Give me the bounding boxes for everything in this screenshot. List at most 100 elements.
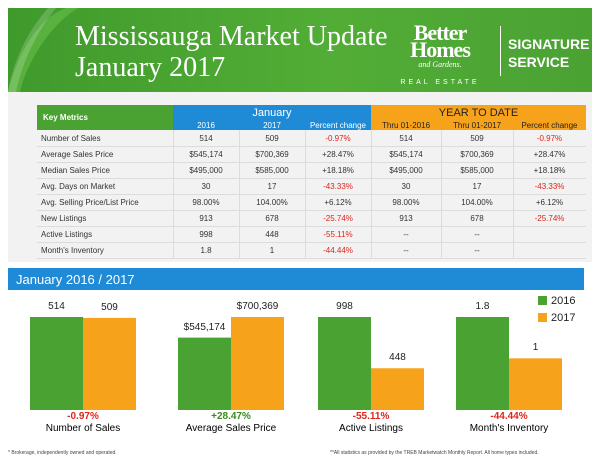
header-banner: Mississauga Market Update January 2017 B… bbox=[8, 8, 592, 92]
cell-metric: Median Sales Price bbox=[41, 165, 110, 175]
january-subheader: 2016 2017 Percent change bbox=[173, 120, 371, 130]
column-divider bbox=[239, 130, 240, 258]
group-percent-change: +28.47% bbox=[211, 411, 251, 422]
col-2016: 2016 bbox=[197, 120, 215, 130]
cell-metric: Avg. Selling Price/List Price bbox=[41, 197, 139, 207]
cell-pct: +18.18% bbox=[322, 165, 354, 175]
january-header: January bbox=[173, 105, 371, 120]
cell-v2017: 104.00% bbox=[256, 197, 288, 207]
cell-v2016: 30 bbox=[201, 181, 211, 191]
cell-ytdpct: +6.12% bbox=[535, 197, 564, 207]
bar-value-label: $700,369 bbox=[236, 301, 279, 312]
row-divider bbox=[37, 210, 586, 211]
cell-ytd2017: $700,369 bbox=[460, 149, 494, 159]
cell-ytdpct: +18.18% bbox=[533, 165, 566, 175]
group-category-label: Average Sales Price bbox=[185, 423, 277, 434]
cell-v2016: 1.8 bbox=[200, 245, 212, 255]
cell-ytdpct bbox=[513, 242, 586, 258]
key-metrics-header: Key Metrics bbox=[37, 105, 173, 130]
group-percent-change: -0.97% bbox=[67, 411, 99, 422]
cell-ytd2017: 509 bbox=[470, 133, 484, 143]
legend-item-2016: 2016 bbox=[538, 292, 575, 309]
cell-v2017: $700,369 bbox=[255, 149, 289, 159]
bar-2016-0 bbox=[30, 317, 83, 410]
cell-v2016: 913 bbox=[199, 213, 213, 223]
legend-item-2017: 2017 bbox=[538, 309, 575, 326]
chart-section-title: January 2016 / 2017 bbox=[8, 268, 584, 290]
row-divider bbox=[37, 242, 586, 243]
bar-value-label: 998 bbox=[336, 301, 353, 312]
cell-ytd2017: 17 bbox=[472, 181, 482, 191]
legend-swatch-2016 bbox=[538, 296, 547, 305]
cell-ytd2016: $495,000 bbox=[389, 165, 423, 175]
cell-ytdpct: -0.97% bbox=[536, 133, 563, 143]
cell-v2017: 448 bbox=[265, 229, 279, 239]
row-divider bbox=[37, 258, 586, 259]
column-divider bbox=[305, 130, 306, 258]
cell-v2016: 514 bbox=[199, 133, 213, 143]
cell-ytd2017: 678 bbox=[470, 213, 484, 223]
group-percent-change: -44.44% bbox=[490, 411, 528, 422]
row-divider bbox=[37, 178, 586, 179]
cell-pct: -55.11% bbox=[323, 229, 353, 239]
cell-ytd2016: 514 bbox=[399, 133, 413, 143]
cell-ytd2016: 913 bbox=[399, 213, 413, 223]
bar-value-label: 514 bbox=[48, 301, 65, 312]
cell-v2016: $545,174 bbox=[189, 149, 223, 159]
title-line-1: Mississauga Market Update bbox=[75, 21, 388, 52]
cell-ytd2017: $585,000 bbox=[460, 165, 494, 175]
cell-metric: Month's Inventory bbox=[41, 245, 104, 255]
cell-metric: Active Listings bbox=[41, 229, 93, 239]
bar-value-label: $545,174 bbox=[183, 321, 226, 333]
cell-metric: Number of Sales bbox=[41, 133, 101, 143]
bar-2017-0 bbox=[83, 317, 136, 410]
cell-pct: -43.33% bbox=[323, 181, 353, 191]
cell-ytd2016: 30 bbox=[401, 181, 411, 191]
cell-v2016: 998 bbox=[199, 229, 213, 239]
cell-ytdpct: -43.33% bbox=[534, 181, 565, 191]
cell-ytdpct bbox=[513, 226, 586, 242]
cell-ytdpct: -25.74% bbox=[534, 213, 565, 223]
cell-v2017: 509 bbox=[265, 133, 279, 143]
signature-service: SIGNATURE SERVICE bbox=[508, 35, 589, 71]
cell-metric: New Listings bbox=[41, 213, 87, 223]
brand-name: Better Homes bbox=[410, 20, 471, 62]
group-category-label: Number of Sales bbox=[45, 423, 121, 434]
brand-sub: and Gardens. bbox=[418, 60, 462, 69]
legend-swatch-2017 bbox=[538, 313, 547, 322]
footer-note-right: **All statistics as provided by the TREB… bbox=[330, 450, 539, 456]
cell-ytd2016: -- bbox=[403, 229, 409, 239]
cell-ytd2016: 98.00% bbox=[392, 197, 420, 207]
header-divider bbox=[500, 26, 501, 76]
legend-label-2016: 2016 bbox=[551, 294, 576, 307]
cell-v2017: 17 bbox=[267, 181, 277, 191]
bar-2017-3 bbox=[509, 358, 562, 410]
bar-2016-2 bbox=[318, 317, 371, 410]
column-divider bbox=[371, 130, 372, 258]
signature-line-1: SIGNATURE bbox=[508, 36, 590, 52]
cell-pct: +28.47% bbox=[322, 149, 354, 159]
bar-value-label: 448 bbox=[389, 352, 406, 364]
cell-v2017: 678 bbox=[265, 213, 279, 223]
cell-metric: Avg. Days on Market bbox=[41, 181, 116, 191]
cell-ytd2017: -- bbox=[474, 245, 480, 255]
metrics-table: Key Metrics January 2016 2017 Percent ch… bbox=[8, 92, 592, 262]
cell-metric: Average Sales Price bbox=[41, 149, 114, 159]
column-divider bbox=[173, 130, 174, 258]
ytd-header: YEAR TO DATE bbox=[371, 105, 586, 120]
bar-2016-1 bbox=[178, 337, 231, 410]
row-divider bbox=[37, 226, 586, 227]
page-title: Mississauga Market Update January 2017 bbox=[75, 21, 388, 83]
col-thru-2017: Thru 01-2017 bbox=[452, 120, 502, 130]
brand-logo: Better Homes and Gardens. REAL ESTATE bbox=[388, 20, 492, 87]
col-ytd-percent-change: Percent change bbox=[521, 120, 578, 130]
legend-label-2017: 2017 bbox=[551, 311, 576, 324]
cell-ytd2016: $545,174 bbox=[389, 149, 423, 159]
group-percent-change: -55.11% bbox=[352, 411, 390, 422]
cell-v2016: $495,000 bbox=[189, 165, 223, 175]
cell-v2017: $585,000 bbox=[255, 165, 289, 175]
group-category-label: Active Listings bbox=[339, 423, 403, 434]
bar-value-label: 1 bbox=[532, 342, 539, 354]
row-divider bbox=[37, 146, 586, 147]
brand-real-estate: REAL ESTATE bbox=[400, 79, 480, 86]
